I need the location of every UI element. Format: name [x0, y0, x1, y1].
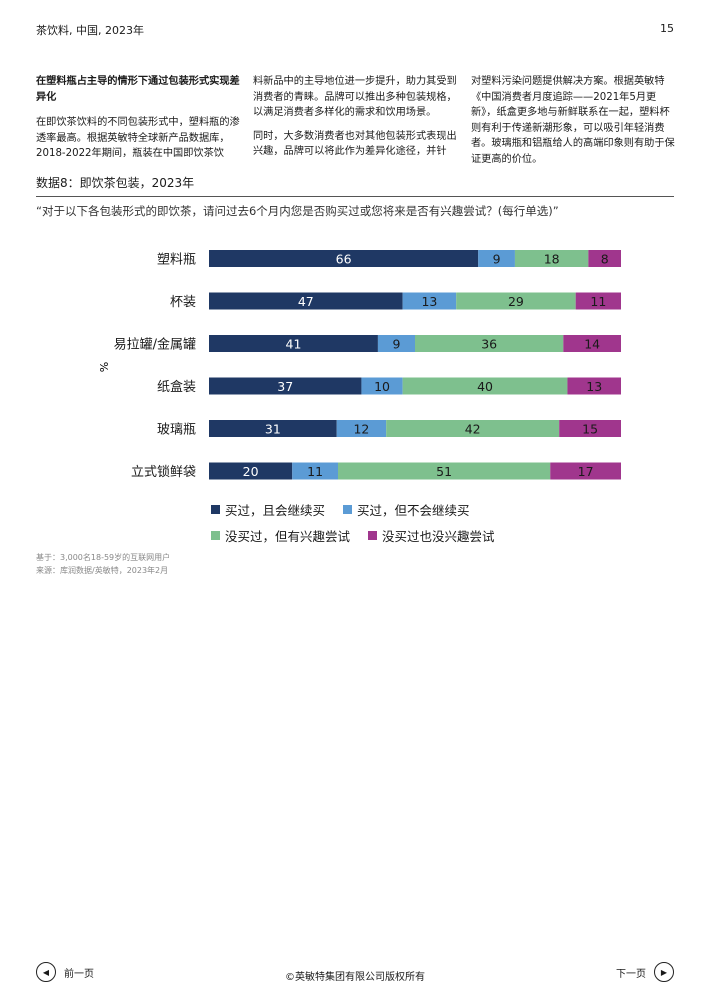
- bar-segment: [588, 250, 621, 267]
- bar-segment: [338, 462, 551, 480]
- legend-swatch: [211, 531, 220, 540]
- legend-swatch: [211, 505, 220, 514]
- bar-segment: [386, 420, 560, 437]
- bar-segment: [563, 335, 621, 352]
- category-label: 立式锁鲜袋: [131, 464, 196, 480]
- y-axis-label: %: [97, 362, 110, 372]
- paragraph: 同时，大多数消费者也对其他包装形式表现出兴趣，品牌可以将此作为差异化途径，并针: [253, 130, 457, 158]
- bar-segment: [292, 462, 339, 480]
- data-label: 13: [586, 379, 602, 394]
- legend-label: 买过，且会继续买: [225, 503, 326, 518]
- data-label: 18: [544, 252, 560, 267]
- data-label: 51: [436, 464, 452, 479]
- chevron-left-icon: ◀: [36, 962, 56, 982]
- base-note: 基于：3,000名18-59岁的互联网用户: [36, 553, 171, 562]
- bar-segment: [550, 462, 621, 480]
- data-label: 9: [493, 252, 501, 267]
- data-label: 37: [277, 379, 293, 394]
- bar-segment: [456, 292, 576, 310]
- bar-segment: [402, 292, 457, 310]
- data-label: 29: [508, 294, 524, 309]
- divider: [36, 196, 674, 197]
- paragraph: 对塑料污染问题提供解决方案。根据英敏特《中国消费者月度追踪——2021年5月更新…: [471, 76, 675, 165]
- article-column-3: 对塑料污染问题提供解决方案。根据英敏特《中国消费者月度追踪——2021年5月更新…: [471, 74, 676, 175]
- bar-segment: [575, 292, 621, 310]
- bar-segment: [567, 377, 621, 395]
- data-label: 14: [584, 337, 600, 352]
- bar-segment: [209, 420, 337, 437]
- next-page-button[interactable]: 下一页 ▶: [616, 962, 674, 982]
- data-label: 41: [286, 337, 302, 352]
- category-label: 塑料瓶: [157, 253, 196, 268]
- bar-segment: [209, 335, 378, 352]
- prev-page-label: 前一页: [64, 968, 94, 980]
- legend-item: 买过，且会继续买: [211, 500, 325, 519]
- bar-segment: [209, 250, 479, 267]
- source-note: 来源：库润数据/英敏特，2023年2月: [36, 566, 169, 575]
- article-column-2: 料新品中的主导地位进一步提升，助力其受到消费者的青睐。品牌可以推出多种包装规格，…: [253, 74, 458, 168]
- legend-label: 买过，但不会继续买: [357, 503, 470, 518]
- legend-item: 买过，但不会继续买: [343, 500, 470, 519]
- legend-swatch: [343, 505, 353, 514]
- bar-segment: [415, 335, 564, 352]
- bar-segment: [377, 335, 415, 352]
- data-label: 9: [392, 337, 400, 352]
- prev-page-button[interactable]: ◀ 前一页: [36, 962, 94, 982]
- chart-notes: 基于：3,000名18-59岁的互联网用户 来源：库润数据/英敏特，2023年2…: [36, 551, 170, 577]
- bar-segment: [209, 377, 362, 395]
- bar-segment: [514, 250, 589, 267]
- data-label: 36: [481, 337, 497, 352]
- legend-item: 没买过，但有兴趣尝试: [211, 526, 350, 545]
- data-label: 8: [601, 252, 609, 267]
- paragraph: 料新品中的主导地位进一步提升，助力其受到消费者的青睐。品牌可以推出多种包装规格，…: [253, 76, 457, 118]
- bar-segment: [559, 420, 621, 437]
- copyright-text: ©英敏特集团有限公司版权所有: [285, 972, 425, 983]
- data-label: 11: [590, 294, 606, 309]
- next-page-label: 下一页: [616, 968, 646, 980]
- bar-segment: [361, 377, 403, 395]
- paragraph: 在即饮茶饮料的不同包装形式中，塑料瓶的渗透率最高。根据英敏特全球新产品数据库，2…: [36, 117, 240, 159]
- data-label: 31: [265, 422, 281, 437]
- data-label: 12: [353, 422, 369, 437]
- data-label: 15: [582, 422, 598, 437]
- bar-segment: [402, 377, 568, 395]
- bar-segment: [209, 292, 403, 310]
- page-number: 15: [660, 22, 674, 35]
- category-label: 杯装: [170, 295, 196, 310]
- data-label: 47: [298, 294, 314, 309]
- data-label: 10: [374, 379, 390, 394]
- figure-title: 数据8：即饮茶包装，2023年: [36, 176, 195, 190]
- page-footer: ◀ 前一页 ©英敏特集团有限公司版权所有 下一页 ▶: [36, 962, 674, 990]
- data-label: 17: [578, 464, 594, 479]
- legend-label: 没买过也没兴趣尝试: [382, 529, 495, 544]
- data-label: 40: [477, 379, 493, 394]
- data-label: 13: [421, 294, 437, 309]
- data-label: 20: [243, 464, 259, 479]
- chevron-right-icon: ▶: [654, 962, 674, 982]
- article-column-1: 在塑料瓶占主导的情形下通过包装形式实现差异化 在即饮茶饮料的不同包装形式中，塑料…: [36, 74, 241, 170]
- data-label: 42: [465, 422, 481, 437]
- data-label: 66: [336, 252, 352, 267]
- bar-segment: [336, 420, 387, 437]
- report-header: 茶饮料, 中国, 2023年: [36, 24, 144, 37]
- bar-segment: [209, 462, 293, 480]
- legend-swatch: [368, 531, 378, 540]
- bar-segment: [478, 250, 515, 267]
- category-label: 纸盒装: [157, 379, 196, 395]
- category-label: 易拉罐/金属罐: [114, 337, 196, 353]
- data-label: 11: [307, 464, 323, 479]
- legend-label: 没买过，但有兴趣尝试: [225, 529, 351, 544]
- chart-legend: 买过，且会继续买 买过，但不会继续买 没买过，但有兴趣尝试 没买过也没兴趣尝试: [211, 500, 631, 552]
- stacked-bar-chart: % 塑料瓶 66 9 18 8 杯装 47 13 29 11 易拉罐/金属罐 41 9 36 14 纸盒装 37 1…: [97, 250, 621, 480]
- survey-question: “对于以下各包装形式的即饮茶，请问过去6个月内您是否购买过或您将来是否有兴趣尝试…: [36, 204, 559, 218]
- section-heading: 在塑料瓶占主导的情形下通过包装形式实现差异化: [36, 76, 240, 103]
- legend-item: 没买过也没兴趣尝试: [368, 526, 495, 545]
- category-label: 玻璃瓶: [157, 423, 196, 438]
